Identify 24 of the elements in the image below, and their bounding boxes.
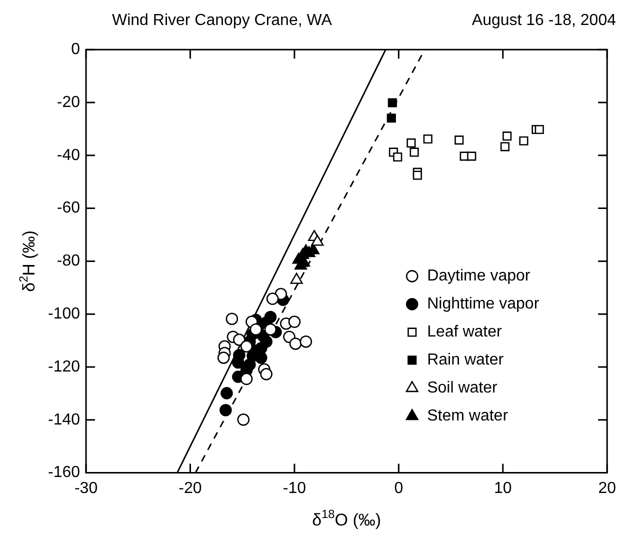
y-tick-label: -100	[48, 306, 80, 323]
legend-label: Daytime vapor	[427, 268, 531, 285]
y-tick-label: -80	[56, 252, 80, 270]
y-tick-label: -160	[48, 464, 80, 482]
y-tick-label: 0	[71, 41, 80, 58]
legend-label: Nighttime vapor	[427, 296, 540, 313]
x-tick-label: -10	[282, 480, 306, 497]
y-tick-label: -40	[56, 146, 80, 164]
x-tick-label: 0	[394, 480, 404, 497]
legend-label: Soil water	[427, 380, 498, 397]
legend-label: Stem water	[427, 408, 509, 425]
y-tick-label: -140	[48, 411, 80, 428]
legend-label: Leaf water	[427, 324, 502, 341]
x-tick-label: -30	[74, 480, 98, 497]
y-tick-label: -20	[56, 94, 80, 111]
y-axis-title: δ2H (‰)	[16, 230, 39, 292]
legend-label: Rain water	[427, 352, 504, 369]
x-tick-label: -20	[178, 480, 202, 497]
x-tick-label: 10	[494, 480, 512, 497]
x-tick-label: 20	[598, 480, 616, 497]
chart-subtitle: August 16 -18, 2004	[472, 12, 616, 30]
y-tick-label: -120	[48, 358, 80, 376]
chart-title: Wind River Canopy Crane, WA	[112, 12, 332, 30]
y-tick-label: -60	[56, 200, 80, 217]
